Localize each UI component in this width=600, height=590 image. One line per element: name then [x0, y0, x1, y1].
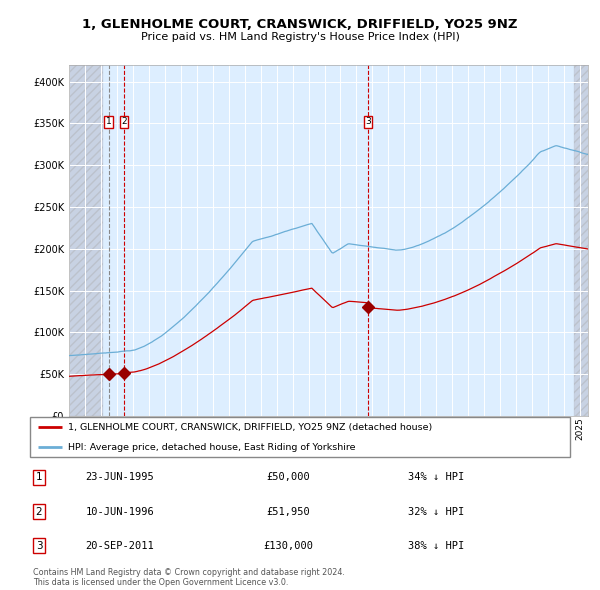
Text: HPI: Average price, detached house, East Riding of Yorkshire: HPI: Average price, detached house, East…	[68, 442, 355, 452]
Text: 3: 3	[365, 117, 371, 126]
Bar	[574, 65, 590, 416]
Text: 1, GLENHOLME COURT, CRANSWICK, DRIFFIELD, YO25 9NZ: 1, GLENHOLME COURT, CRANSWICK, DRIFFIELD…	[82, 18, 518, 31]
Text: 2: 2	[121, 117, 127, 126]
Text: 1: 1	[106, 117, 112, 126]
Text: 2: 2	[35, 507, 43, 516]
Text: 1, GLENHOLME COURT, CRANSWICK, DRIFFIELD, YO25 9NZ (detached house): 1, GLENHOLME COURT, CRANSWICK, DRIFFIELD…	[68, 422, 432, 432]
Text: £130,000: £130,000	[263, 541, 313, 550]
Text: Contains HM Land Registry data © Crown copyright and database right 2024.
This d: Contains HM Land Registry data © Crown c…	[33, 568, 345, 587]
FancyBboxPatch shape	[30, 417, 570, 457]
Bar	[69, 65, 103, 416]
Text: 10-JUN-1996: 10-JUN-1996	[86, 507, 154, 516]
Text: 32% ↓ HPI: 32% ↓ HPI	[408, 507, 464, 516]
Text: £50,000: £50,000	[266, 473, 310, 482]
Text: 38% ↓ HPI: 38% ↓ HPI	[408, 541, 464, 550]
Bar	[574, 65, 588, 416]
Text: 23-JUN-1995: 23-JUN-1995	[86, 473, 154, 482]
Text: £51,950: £51,950	[266, 507, 310, 516]
Text: 1: 1	[35, 473, 43, 482]
Text: Price paid vs. HM Land Registry's House Price Index (HPI): Price paid vs. HM Land Registry's House …	[140, 32, 460, 42]
Text: 20-SEP-2011: 20-SEP-2011	[86, 541, 154, 550]
Text: 34% ↓ HPI: 34% ↓ HPI	[408, 473, 464, 482]
Bar	[69, 65, 103, 416]
Text: 3: 3	[35, 541, 43, 550]
